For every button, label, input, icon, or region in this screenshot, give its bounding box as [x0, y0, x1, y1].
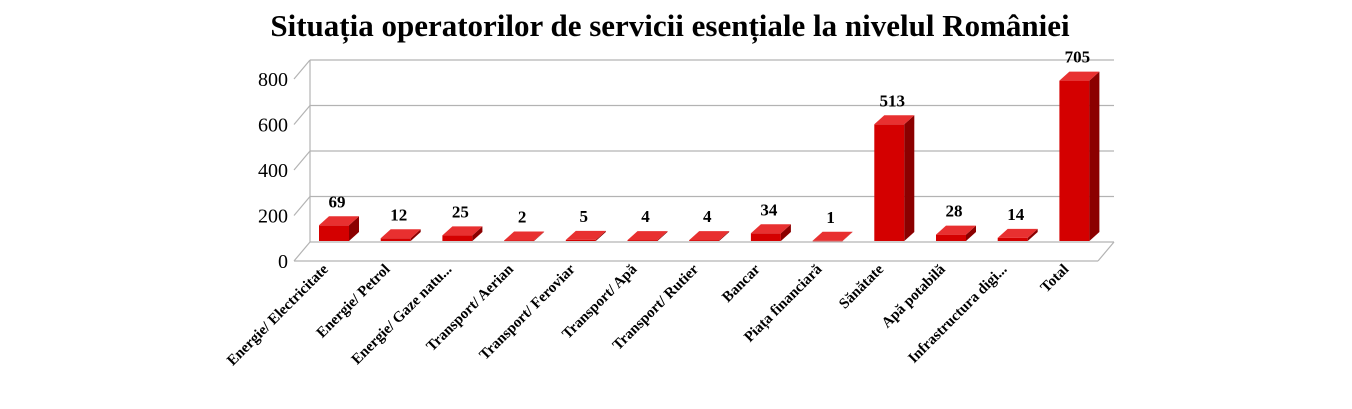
- bar-side: [1089, 71, 1100, 241]
- gridline-side: [293, 196, 311, 216]
- bar-front: [997, 237, 1028, 241]
- bar: [504, 231, 545, 242]
- y-tick-label: 400: [258, 160, 288, 182]
- data-label: 25: [452, 202, 469, 221]
- bar-front: [627, 240, 658, 241]
- bar: [750, 224, 791, 241]
- bar-side: [349, 216, 359, 241]
- bar-side: [904, 115, 915, 241]
- bar-side: [842, 231, 853, 241]
- bars: [319, 71, 1100, 242]
- bar-top: [689, 231, 730, 241]
- data-label: 14: [1007, 205, 1025, 224]
- bar-side: [657, 231, 668, 241]
- y-tick-label: 600: [258, 115, 288, 137]
- bar: [1059, 71, 1100, 241]
- bar-top: [442, 226, 483, 236]
- data-label: 5: [580, 207, 589, 226]
- y-tick-label: 800: [258, 69, 288, 91]
- data-label: 2: [518, 208, 527, 227]
- grid-lines: [293, 59, 1115, 262]
- gridline-side: [293, 150, 311, 171]
- bar-top: [319, 216, 359, 226]
- bar-top: [380, 229, 421, 239]
- category-label: Energie/ Electricitate: [224, 261, 332, 369]
- bar: [319, 216, 359, 241]
- gridline-side: [293, 241, 311, 262]
- bar-side: [534, 231, 545, 241]
- data-label: 69: [329, 192, 346, 211]
- bar-front: [565, 239, 596, 241]
- data-label: 513: [880, 91, 906, 110]
- bar-front: [689, 240, 720, 241]
- chart-title: Situația operatorilor de servicii esenți…: [270, 8, 1070, 43]
- bar: [442, 226, 483, 241]
- bar-front: [380, 238, 411, 241]
- category-label: Energie/ Gaze natu...: [349, 261, 456, 368]
- y-tick-label: 200: [258, 206, 288, 228]
- bar-front: [504, 240, 535, 242]
- bar-front: [1059, 80, 1090, 241]
- data-label: 12: [390, 205, 407, 224]
- bar-front: [442, 235, 473, 241]
- floor-right-edge: [1097, 241, 1115, 262]
- bar-top: [504, 231, 545, 241]
- bar-front: [812, 240, 843, 242]
- bar-top: [1059, 71, 1100, 81]
- bar: [565, 230, 606, 241]
- bar: [874, 115, 915, 241]
- data-label: 705: [1065, 48, 1091, 67]
- bar-front: [319, 225, 349, 241]
- data-label: 4: [641, 207, 650, 226]
- bar-front: [936, 234, 966, 241]
- bar-side: [780, 224, 791, 241]
- bar-side: [410, 229, 421, 241]
- bar-top: [565, 230, 606, 240]
- category-label: Sănătate: [836, 261, 887, 312]
- bar-side: [595, 230, 606, 241]
- bar: [689, 231, 730, 241]
- bar-top: [997, 228, 1038, 238]
- bar: [997, 228, 1038, 241]
- data-label: 34: [760, 200, 778, 219]
- bar: [812, 231, 853, 242]
- bar-side: [966, 225, 976, 241]
- bar-side: [472, 226, 483, 241]
- bar-top: [812, 231, 853, 241]
- data-label: 28: [946, 202, 963, 221]
- y-axis: 0 200 400 600 800: [258, 69, 288, 273]
- category-label: Total: [1038, 262, 1073, 297]
- data-label: 1: [826, 208, 835, 227]
- bar: [936, 225, 976, 241]
- bar: [380, 229, 421, 241]
- bar: [627, 231, 668, 241]
- bar-front: [750, 233, 781, 241]
- bar-top: [936, 225, 976, 235]
- gridline-side: [293, 105, 311, 125]
- category-label: Bancar: [719, 261, 764, 306]
- bar-side: [1027, 228, 1038, 241]
- y-tick-label: 0: [278, 251, 288, 273]
- bar-top: [874, 115, 915, 125]
- bar-front: [874, 124, 905, 241]
- gridline-side: [293, 59, 311, 80]
- bar-top: [627, 231, 668, 241]
- bar-side: [719, 231, 730, 241]
- data-label: 4: [703, 207, 712, 226]
- bar-top: [750, 224, 791, 234]
